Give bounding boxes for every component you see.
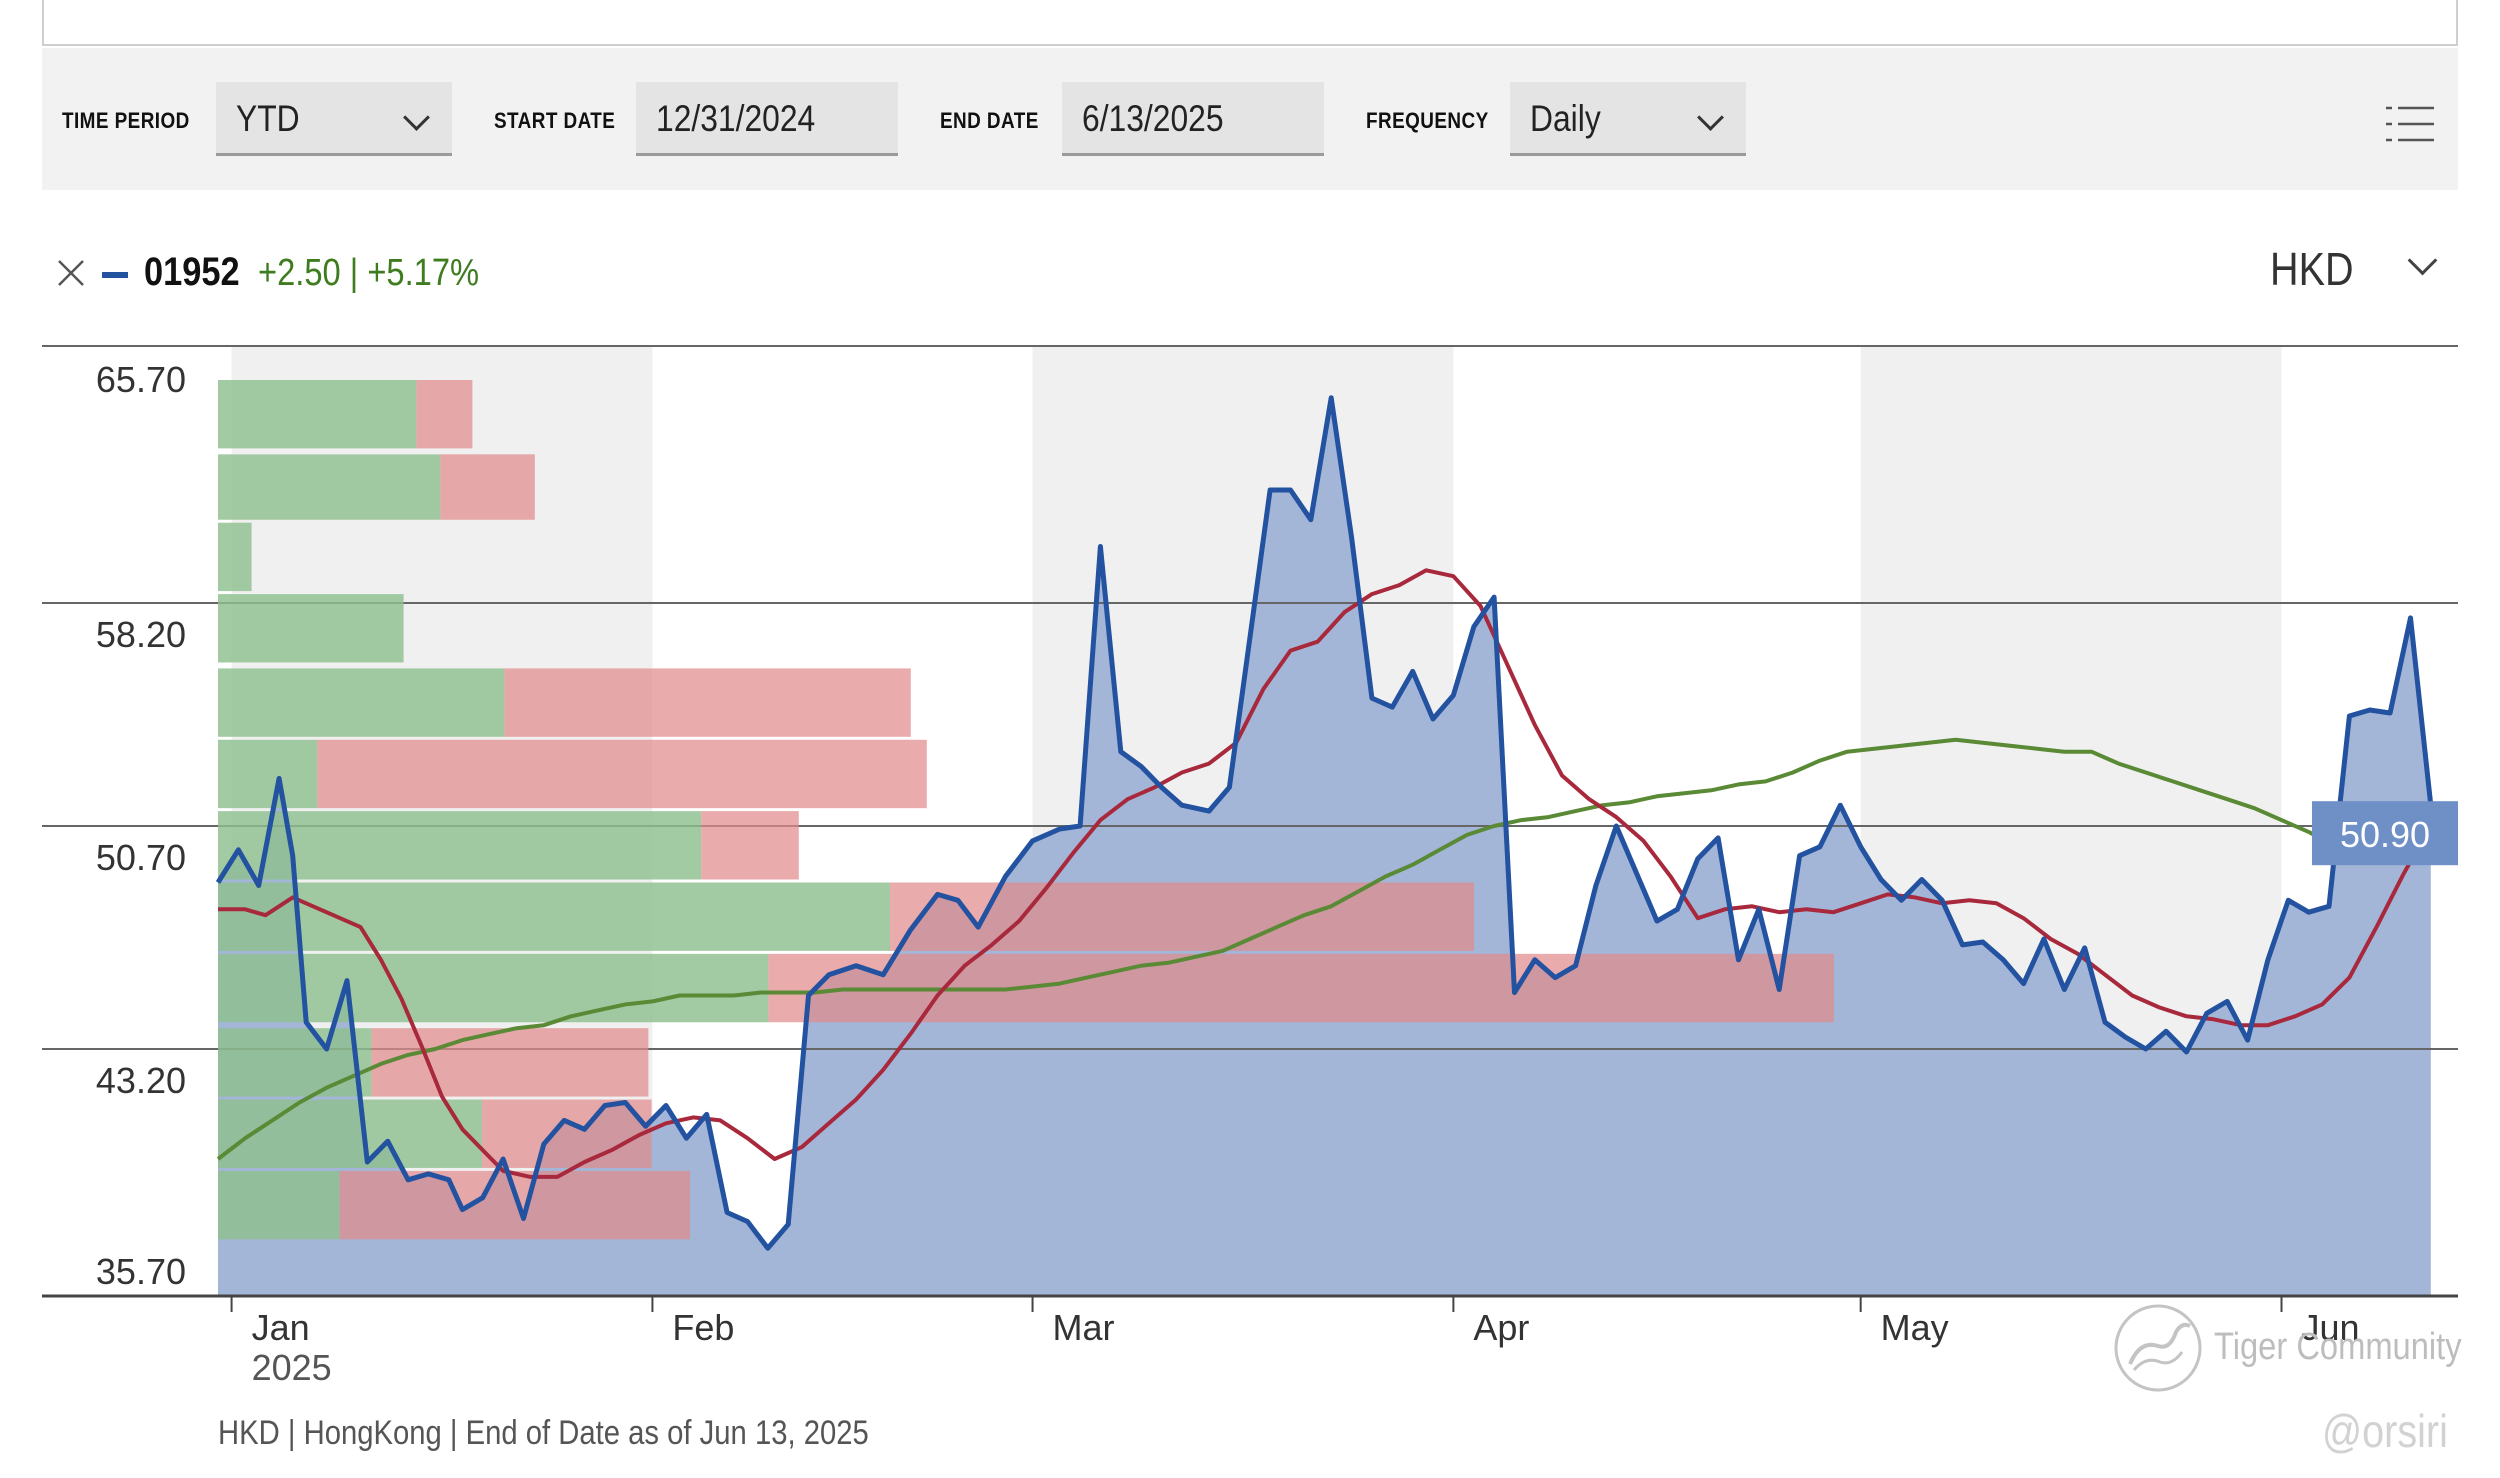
x-tick-label: Jun: [2302, 1307, 2360, 1348]
volume-sell-bar: [317, 739, 927, 809]
start-date-value: 12/31/2024: [656, 98, 816, 139]
currency-select[interactable]: HKD: [2270, 236, 2440, 300]
end-date-input[interactable]: 6/13/2025: [1062, 82, 1324, 156]
end-date-value: 6/13/2025: [1082, 98, 1224, 139]
y-tick-label: 35.70: [96, 1251, 186, 1292]
series-name: 01952: [144, 250, 240, 294]
y-tick-label: 50.70: [96, 837, 186, 878]
price-area: [218, 397, 2431, 1296]
top-frame: [42, 0, 2458, 46]
volume-sell-bar: [701, 811, 799, 880]
end-date-label: END DATE: [940, 108, 1039, 133]
volume-profile: [218, 380, 1834, 1240]
x-tick-sublabel: 2025: [252, 1347, 332, 1388]
volume-buy-bar: [218, 953, 769, 1023]
volume-sell-bar: [504, 668, 911, 737]
time-period-select[interactable]: YTD: [216, 82, 452, 156]
volume-sell-bar: [482, 1099, 652, 1168]
x-tick-label: Feb: [672, 1307, 734, 1348]
volume-buy-bar: [218, 454, 441, 520]
volume-buy-bar: [218, 811, 702, 880]
volume-buy-bar: [218, 882, 890, 951]
y-tick-label: 58.20: [96, 614, 186, 655]
start-date-label: START DATE: [494, 108, 616, 133]
volume-sell-bar: [371, 1028, 649, 1097]
footer-note: HKD | HongKong | End of Date as of Jun 1…: [218, 1414, 869, 1452]
currency-value: HKD: [2270, 243, 2354, 295]
series-change: +2.50 | +5.17%: [258, 252, 480, 294]
series-color-swatch: [102, 272, 128, 278]
close-icon[interactable]: [56, 258, 86, 288]
frequency-select[interactable]: Daily: [1510, 82, 1746, 156]
volume-buy-bar: [218, 594, 404, 663]
volume-buy-bar: [218, 668, 505, 737]
volume-sell-bar: [890, 882, 1474, 951]
volume-buy-bar: [218, 380, 417, 449]
y-tick-label: 65.70: [96, 359, 186, 400]
green-moving-average-line: [216, 737, 2431, 1161]
start-date-input[interactable]: 12/31/2024: [636, 82, 898, 156]
watermark-handle: @orsiri: [2322, 1405, 2448, 1457]
volume-sell-bar: [339, 1170, 690, 1240]
volume-buy-bar: [218, 1099, 482, 1168]
x-tick-label: Mar: [1053, 1307, 1115, 1348]
watermark-text: Tiger Community: [2214, 1326, 2462, 1368]
time-period-value: YTD: [236, 98, 300, 139]
y-tick-label: 43.20: [96, 1060, 186, 1101]
time-period-label: TIME PERIOD: [62, 108, 190, 133]
volume-sell-bar: [440, 454, 535, 520]
list-menu-icon[interactable]: [2386, 104, 2434, 144]
x-tick-label: Jan: [252, 1307, 310, 1348]
price-line: [215, 395, 2434, 1251]
red-moving-average-line: [218, 568, 2433, 1179]
series-lines: 50.90: [215, 395, 2458, 1251]
x-tick-label: May: [1881, 1307, 1949, 1348]
last-value-label: 50.90: [2340, 814, 2430, 855]
volume-buy-bar: [218, 522, 252, 592]
volume-buy-bar: [218, 739, 318, 809]
price-area-fill: [218, 397, 2431, 1296]
axes: [42, 1294, 2458, 1312]
last-value-badge: [2312, 801, 2458, 866]
tiger-logo-icon: [2114, 1304, 2202, 1392]
x-tick-label: Apr: [1473, 1307, 1529, 1348]
volume-buy-bar: [218, 1028, 372, 1097]
frequency-value: Daily: [1530, 98, 1601, 139]
volume-sell-bar: [416, 380, 473, 449]
frequency-label: FREQUENCY: [1366, 108, 1489, 133]
volume-buy-bar: [218, 1170, 340, 1240]
